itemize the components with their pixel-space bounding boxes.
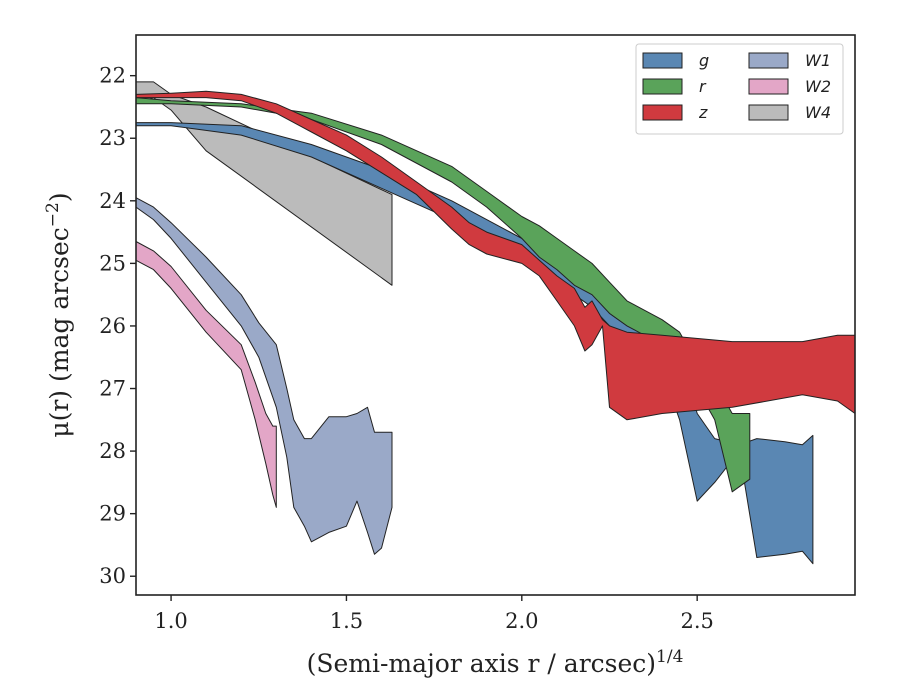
x-axis-ticks: 1.0 1.5 2.0 2.5 — [154, 595, 714, 633]
x-tick-label: 1.0 — [154, 609, 187, 633]
legend-swatch-z — [642, 104, 683, 121]
x-axis-label: (Semi-major axis r / arcsec)1/4 — [307, 647, 684, 678]
band-w2 — [136, 241, 277, 508]
y-tick-label: 22 — [99, 64, 126, 88]
plot-frame — [135, 34, 856, 596]
y-tick-label: 30 — [99, 564, 126, 588]
legend-swatch-w4 — [748, 104, 789, 121]
y-tick-label: 25 — [99, 251, 126, 275]
y-tick-label: 26 — [99, 314, 126, 338]
band-r — [136, 97, 751, 493]
profile-bands — [136, 81, 855, 565]
legend-label-r: r — [699, 77, 707, 96]
legend-swatch-r — [642, 78, 683, 95]
y-tick-label: 28 — [99, 439, 126, 463]
band-z — [136, 90, 855, 421]
band-w1 — [136, 197, 393, 555]
y-tick-label: 29 — [99, 502, 126, 526]
legend: grz W1 W2 W4 — [635, 43, 844, 135]
legend-label-w4: W4 — [805, 103, 831, 122]
x-axis-label-exponent: 1/4 — [656, 647, 683, 667]
legend-label-g: g — [699, 51, 709, 70]
legend-label-z: z — [698, 103, 708, 122]
x-tick-label: 1.5 — [330, 609, 363, 633]
y-tick-label: 23 — [99, 126, 126, 150]
y-tick-label: 24 — [99, 189, 126, 213]
legend-swatch-w1 — [748, 52, 789, 69]
y-axis-label-exponent: −2 — [43, 202, 63, 227]
band-w4 — [136, 81, 393, 286]
y-tick-label: 27 — [99, 377, 126, 401]
legend-swatch-g — [642, 52, 683, 69]
legend-label-w1: W1 — [805, 51, 831, 70]
y-axis-label: μ(r) (mag arcsec−2) — [43, 192, 74, 437]
x-tick-label: 2.0 — [505, 609, 538, 633]
y-axis-ticks: 22 23 24 25 26 27 28 29 30 — [99, 64, 136, 588]
x-tick-label: 2.5 — [680, 609, 713, 633]
legend-label-w2: W2 — [805, 77, 831, 96]
legend-box — [635, 43, 844, 135]
legend-swatch-w2 — [748, 78, 789, 95]
